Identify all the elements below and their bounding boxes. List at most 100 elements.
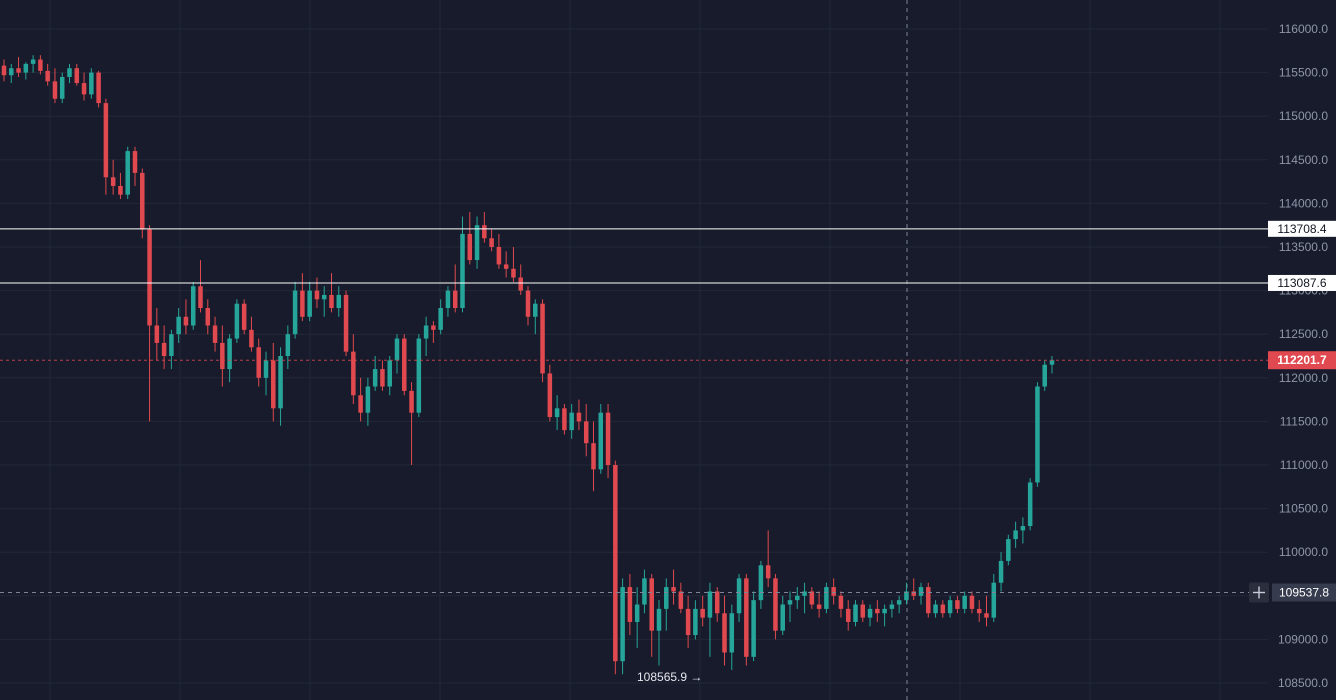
candle-body xyxy=(613,465,618,662)
candle-body xyxy=(110,177,116,186)
candle-body xyxy=(81,83,87,95)
price-tick-label: 113500.0 xyxy=(1279,240,1328,254)
candle-body xyxy=(634,604,640,622)
candle-body xyxy=(38,59,43,71)
candle-body xyxy=(423,325,429,339)
candle-body xyxy=(562,408,567,431)
candle-body xyxy=(1027,482,1033,527)
candle-body xyxy=(1,65,7,76)
candle-body xyxy=(780,604,785,631)
candle-body xyxy=(329,294,334,309)
candle-body xyxy=(161,342,167,356)
candle-body xyxy=(467,233,473,261)
candle-body xyxy=(118,185,123,195)
candle-body xyxy=(991,582,997,618)
candle-body xyxy=(132,151,138,173)
candle-body xyxy=(831,587,836,596)
candle-body xyxy=(700,608,705,618)
candle-body xyxy=(853,604,858,622)
candle-body xyxy=(489,238,494,247)
candle-body xyxy=(860,604,866,618)
candle-body xyxy=(154,325,160,343)
candle-body xyxy=(16,68,21,73)
candle-body xyxy=(736,578,742,614)
candle-body xyxy=(89,72,94,95)
candle-body xyxy=(744,578,749,657)
candle-body xyxy=(729,613,735,653)
candle-body xyxy=(714,591,720,614)
candle-body xyxy=(671,587,676,592)
candle-body xyxy=(431,325,436,330)
candle-body xyxy=(343,294,349,352)
candle-body xyxy=(707,591,713,618)
candle-body xyxy=(802,591,807,596)
candle-body xyxy=(59,76,65,99)
candle-body xyxy=(23,63,29,73)
price-tick-label: 112500.0 xyxy=(1279,327,1328,341)
crosshair-price-tag xyxy=(1272,583,1336,602)
candle-body xyxy=(321,294,327,300)
candle-body xyxy=(518,277,523,291)
candle-body xyxy=(904,591,909,601)
candle-body xyxy=(234,303,240,339)
candle-body xyxy=(511,268,516,278)
candle-body xyxy=(984,613,989,618)
candle-body xyxy=(212,325,218,343)
candle-body xyxy=(452,290,458,309)
price-tick-label: 108500.0 xyxy=(1278,676,1328,690)
price-tick-label: 112000.0 xyxy=(1279,371,1328,385)
candle-body xyxy=(627,587,633,622)
candle-body xyxy=(605,412,611,465)
price-tick-label: 111000.0 xyxy=(1280,458,1329,472)
candle-body xyxy=(933,604,938,614)
candle-body xyxy=(503,264,509,269)
candle-body xyxy=(307,290,312,317)
price-tick-label: 110000.0 xyxy=(1279,545,1328,559)
candle-body xyxy=(249,329,254,348)
low-price-marker: 108565.9 → xyxy=(637,670,702,684)
candle-body xyxy=(1013,530,1018,540)
candle-body xyxy=(45,70,50,82)
horizontal-level-label: 113087.6 xyxy=(1277,276,1326,290)
candle-body xyxy=(598,412,604,470)
candle-body xyxy=(882,608,887,614)
price-tick-label: 114500.0 xyxy=(1279,153,1328,167)
candle-body xyxy=(474,225,480,261)
price-tick-label: 115500.0 xyxy=(1279,66,1328,80)
candle-body xyxy=(300,290,305,317)
candle-body xyxy=(540,303,545,374)
candle-body xyxy=(292,290,298,335)
candle-body xyxy=(147,229,152,326)
candle-body xyxy=(1035,386,1040,483)
candle-body xyxy=(460,233,465,309)
candle-body xyxy=(554,408,560,418)
candle-body xyxy=(918,587,924,596)
candle-body xyxy=(387,360,392,387)
candle-body xyxy=(198,286,203,309)
candle-body xyxy=(241,303,247,330)
candle-body xyxy=(140,172,145,230)
price-tick-label: 111500.0 xyxy=(1280,414,1329,428)
candle-body xyxy=(227,338,232,370)
candle-body xyxy=(445,290,451,309)
candle-body xyxy=(525,290,531,317)
horizontal-level-tag xyxy=(1268,274,1336,291)
candle-body xyxy=(547,373,553,418)
candle-body xyxy=(838,595,844,609)
candle-body xyxy=(438,308,443,330)
price-axis xyxy=(1268,0,1336,700)
candle-body xyxy=(569,412,574,431)
candle-body xyxy=(67,68,72,77)
candle-body xyxy=(482,225,487,239)
candle-body xyxy=(816,604,822,609)
candle-body xyxy=(867,608,873,618)
candle-body xyxy=(271,360,276,409)
candle-body xyxy=(824,587,829,609)
candle-body xyxy=(642,578,647,605)
candle-body xyxy=(845,608,851,622)
candle-body xyxy=(263,360,269,378)
candle-body xyxy=(1042,364,1047,387)
candle-body xyxy=(256,347,261,378)
